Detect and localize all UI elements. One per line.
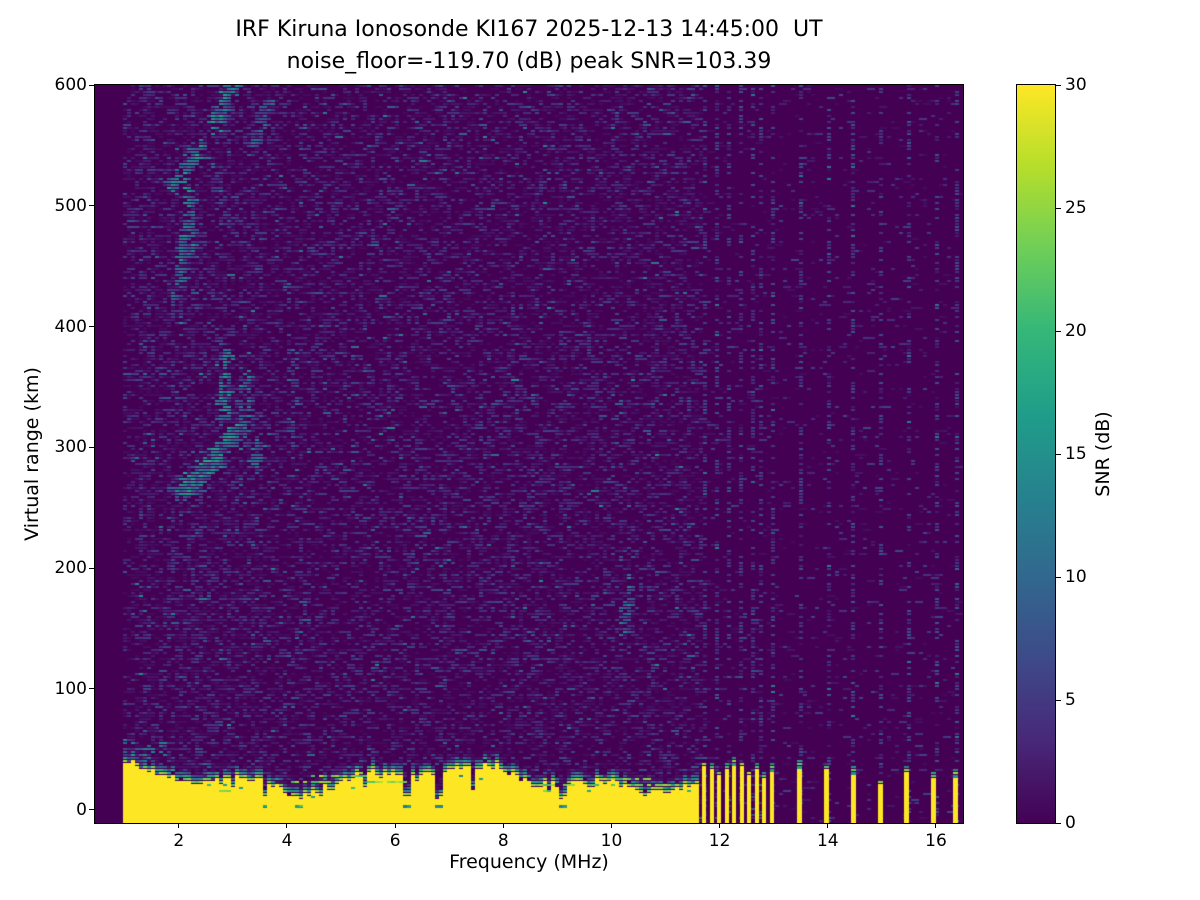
y-tick-label: 300 — [54, 437, 87, 458]
colorbar-tick-label: 30 — [1065, 75, 1087, 95]
y-tick-mark — [89, 809, 95, 811]
colorbar-tick-label: 25 — [1065, 198, 1087, 218]
chart-title: IRF Kiruna Ionosonde KI167 2025-12-13 14… — [95, 14, 963, 78]
colorbar-tick-mark — [1056, 330, 1061, 332]
x-tick-label: 6 — [389, 831, 401, 851]
colorbar-tick-mark — [1056, 207, 1061, 209]
colorbar — [1016, 84, 1056, 824]
colorbar-tick-label: 5 — [1065, 690, 1076, 710]
y-tick-mark — [89, 688, 95, 690]
colorbar-tick-label: 0 — [1065, 813, 1076, 833]
y-tick-mark — [89, 205, 95, 207]
y-tick-label: 600 — [54, 75, 87, 95]
colorbar-tick-mark — [1056, 84, 1061, 86]
colorbar-tick-mark — [1056, 453, 1061, 455]
x-tick-mark — [178, 823, 180, 828]
x-tick-mark — [610, 823, 612, 828]
colorbar-tick-label: 20 — [1065, 321, 1087, 341]
chart-title-line1: IRF Kiruna Ionosonde KI167 2025-12-13 14… — [235, 17, 823, 42]
y-tick-mark — [89, 326, 95, 328]
y-tick-label: 500 — [54, 195, 87, 216]
x-tick-label: 14 — [816, 831, 839, 851]
y-tick-label: 100 — [54, 678, 87, 699]
ionogram-heatmap-canvas — [95, 85, 963, 823]
colorbar-tick-label: 10 — [1065, 567, 1087, 587]
x-tick-mark — [719, 823, 721, 828]
x-axis-label: Frequency (MHz) — [449, 851, 609, 873]
y-tick-label: 0 — [76, 799, 87, 820]
y-tick-label: 200 — [54, 558, 87, 579]
colorbar-tick-label: 15 — [1065, 444, 1087, 464]
x-tick-mark — [286, 823, 288, 828]
y-tick-mark — [89, 567, 95, 569]
colorbar-gradient — [1017, 85, 1055, 823]
x-tick-mark — [935, 823, 937, 828]
plot-area — [94, 84, 964, 824]
x-tick-label: 10 — [600, 831, 623, 851]
x-tick-label: 16 — [925, 831, 947, 851]
y-tick-label: 400 — [54, 316, 87, 337]
x-tick-label: 2 — [173, 831, 185, 851]
colorbar-tick-mark — [1056, 576, 1061, 578]
x-tick-label: 12 — [708, 831, 731, 851]
y-tick-mark — [89, 446, 95, 448]
x-tick-mark — [502, 823, 504, 828]
y-tick-mark — [89, 84, 95, 86]
x-tick-label: 4 — [281, 831, 293, 851]
colorbar-tick-mark — [1056, 822, 1061, 824]
x-tick-mark — [827, 823, 829, 828]
x-tick-mark — [394, 823, 396, 828]
colorbar-tick-mark — [1056, 699, 1061, 701]
x-tick-label: 8 — [497, 831, 509, 851]
chart-title-line2: noise_floor=-119.70 (dB) peak SNR=103.39 — [286, 49, 772, 74]
